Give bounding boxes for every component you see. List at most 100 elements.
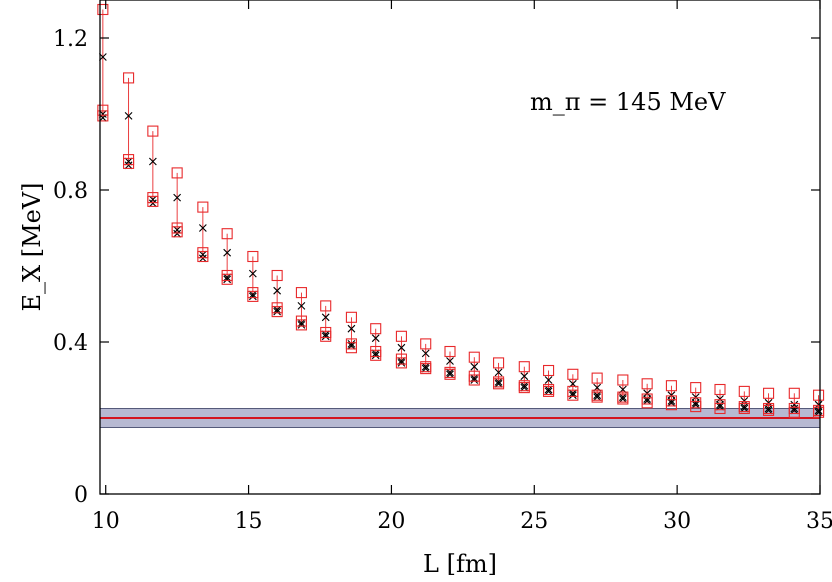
x-tick-label: 25	[520, 509, 548, 534]
cross-marker	[520, 381, 529, 390]
square-marker	[444, 345, 456, 358]
cross-stroke	[494, 378, 503, 386]
cross-marker	[814, 408, 823, 417]
cross-marker	[593, 391, 602, 400]
cross-marker	[618, 393, 627, 401]
y-tick-label: 0.4	[53, 331, 88, 356]
cross-stroke	[321, 330, 330, 339]
cross-marker	[814, 406, 823, 415]
square-marker	[97, 110, 109, 122]
x-tick-label: 35	[806, 509, 832, 534]
cross-stroke	[470, 374, 479, 382]
cross-marker	[223, 248, 232, 257]
cross-stroke	[520, 381, 529, 390]
cross-stroke	[173, 229, 182, 238]
cross-stroke	[544, 385, 553, 394]
cross-stroke	[520, 372, 529, 381]
cross-marker	[347, 324, 356, 333]
square-marker	[813, 389, 825, 401]
cross-marker	[520, 383, 529, 392]
cross-marker	[643, 395, 652, 403]
cross-marker	[148, 157, 157, 166]
square-marker	[370, 349, 382, 361]
cross-marker	[198, 254, 207, 263]
cross-marker	[273, 307, 282, 316]
cross-stroke	[544, 376, 553, 384]
cross-marker	[198, 250, 207, 259]
cross-marker	[421, 364, 430, 373]
cross-marker	[273, 305, 282, 314]
cross-stroke	[520, 383, 529, 392]
square-marker	[665, 399, 677, 411]
square-marker	[518, 361, 530, 373]
square-marker	[221, 228, 233, 240]
square-marker	[690, 382, 702, 394]
cross-stroke	[297, 321, 306, 329]
cross-stroke	[397, 343, 406, 352]
square-marker	[295, 287, 307, 299]
cross-stroke	[544, 387, 553, 396]
cross-marker	[520, 372, 529, 381]
cross-stroke	[814, 406, 823, 415]
cross-stroke	[347, 341, 356, 350]
cross-marker	[297, 319, 306, 327]
square-marker	[714, 383, 726, 396]
cross-stroke	[198, 254, 207, 263]
cross-stroke	[470, 362, 479, 371]
x-tick-label: 20	[377, 509, 405, 534]
cross-marker	[544, 376, 553, 384]
square-marker	[617, 393, 629, 405]
square-marker	[420, 338, 432, 350]
cross-stroke	[643, 389, 652, 398]
cross-marker	[667, 391, 676, 400]
cross-marker	[248, 292, 257, 301]
cross-stroke	[764, 404, 773, 413]
cross-marker	[494, 379, 503, 388]
cross-marker	[173, 229, 182, 238]
cross-marker	[397, 343, 406, 352]
cross-stroke	[568, 391, 577, 400]
square-marker	[665, 380, 677, 392]
cross-marker	[173, 226, 182, 234]
cross-stroke	[790, 406, 799, 415]
cross-marker	[397, 359, 406, 367]
cross-marker	[371, 334, 380, 343]
square-marker	[97, 3, 109, 16]
cross-stroke	[716, 400, 724, 409]
cross-stroke	[421, 364, 430, 373]
square-marker	[247, 250, 259, 263]
cross-marker	[446, 370, 454, 379]
square-marker	[591, 372, 603, 384]
cross-stroke	[667, 397, 676, 405]
square-marker	[641, 378, 653, 390]
cross-stroke	[446, 370, 454, 379]
cross-stroke	[446, 357, 454, 365]
cross-marker	[618, 395, 627, 403]
cross-marker	[764, 404, 773, 413]
y-tick-label: 0.8	[53, 179, 88, 204]
cross-marker	[691, 398, 700, 407]
cross-marker	[494, 378, 503, 386]
cross-marker	[643, 389, 652, 398]
cross-marker	[494, 368, 503, 377]
y-axis-label: E_X [MeV]	[18, 182, 46, 311]
cross-stroke	[223, 273, 232, 282]
cross-marker	[667, 398, 676, 407]
cross-stroke	[691, 400, 700, 409]
square-marker	[197, 201, 209, 213]
cross-marker	[321, 332, 330, 341]
cross-marker	[691, 393, 700, 401]
square-marker	[295, 319, 307, 331]
cross-stroke	[124, 157, 133, 166]
cross-marker	[347, 341, 356, 350]
square-marker	[641, 397, 653, 409]
cross-stroke	[273, 307, 282, 316]
cross-stroke	[397, 359, 406, 367]
square-marker	[171, 167, 183, 179]
square-marker	[444, 368, 456, 380]
x-tick-label: 15	[235, 509, 263, 534]
square-marker	[543, 364, 555, 377]
y-tick-label: 0	[74, 483, 88, 508]
cross-marker	[544, 387, 553, 396]
cross-stroke	[148, 157, 157, 166]
